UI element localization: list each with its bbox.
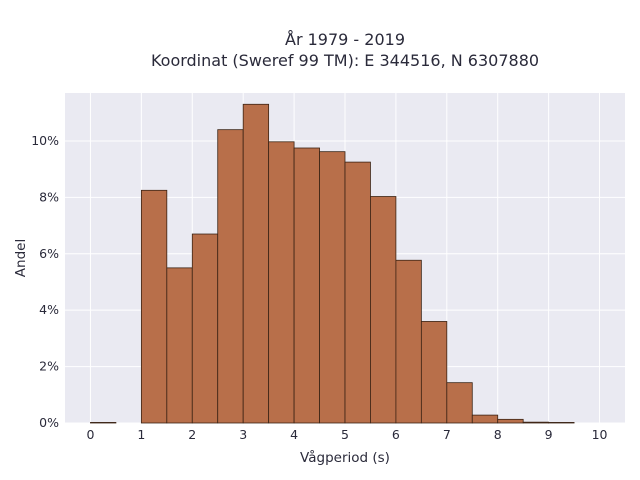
y-tick-label: 0% (39, 415, 59, 430)
x-tick-label: 3 (239, 427, 247, 442)
histogram-bar (395, 259, 422, 424)
histogram-bar (217, 129, 244, 424)
x-tick-label: 7 (443, 427, 451, 442)
y-tick-label: 8% (39, 189, 59, 204)
histogram-bar (420, 321, 448, 424)
x-tick-label: 9 (545, 427, 553, 442)
x-tick-label: 5 (341, 427, 349, 442)
histogram-bar (446, 382, 473, 424)
y-tick-labels: 0% 2% 4% 6% 8% 10% (31, 133, 59, 430)
x-tick-label: 4 (290, 427, 298, 442)
histogram-bar (191, 233, 219, 424)
histogram-bar (497, 418, 524, 424)
y-tick-label: 6% (39, 246, 59, 261)
bars (90, 103, 575, 424)
x-tick-label: 1 (137, 427, 145, 442)
x-tick-label: 8 (494, 427, 502, 442)
y-axis-label: Andel (13, 239, 29, 277)
histogram-bar (242, 103, 270, 424)
x-axis-label: Vågperiod (s) (300, 449, 390, 466)
histogram-bar (166, 267, 193, 424)
chart-title-line1: År 1979 - 2019 (285, 30, 405, 49)
histogram-bar (140, 189, 168, 424)
histogram-bar (344, 161, 371, 424)
histogram-bar (293, 147, 320, 424)
histogram-bar (268, 141, 295, 424)
x-tick-label: 2 (188, 427, 196, 442)
histogram-bar (90, 422, 117, 424)
y-tick-label: 10% (31, 133, 59, 148)
histogram-bar (370, 196, 397, 424)
histogram-bar (548, 422, 575, 424)
histogram-bar (471, 414, 499, 424)
x-tick-label: 6 (392, 427, 400, 442)
x-tick-label: 10 (592, 427, 608, 442)
x-tick-label: 0 (86, 427, 94, 442)
y-tick-label: 2% (39, 359, 59, 374)
histogram-bar (319, 151, 346, 424)
chart-title-line2: Koordinat (Sweref 99 TM): E 344516, N 63… (151, 51, 539, 70)
y-tick-label: 4% (39, 302, 59, 317)
x-tick-labels: 0 1 2 3 4 5 6 7 8 9 10 (86, 427, 607, 442)
histogram-bar (522, 421, 550, 424)
